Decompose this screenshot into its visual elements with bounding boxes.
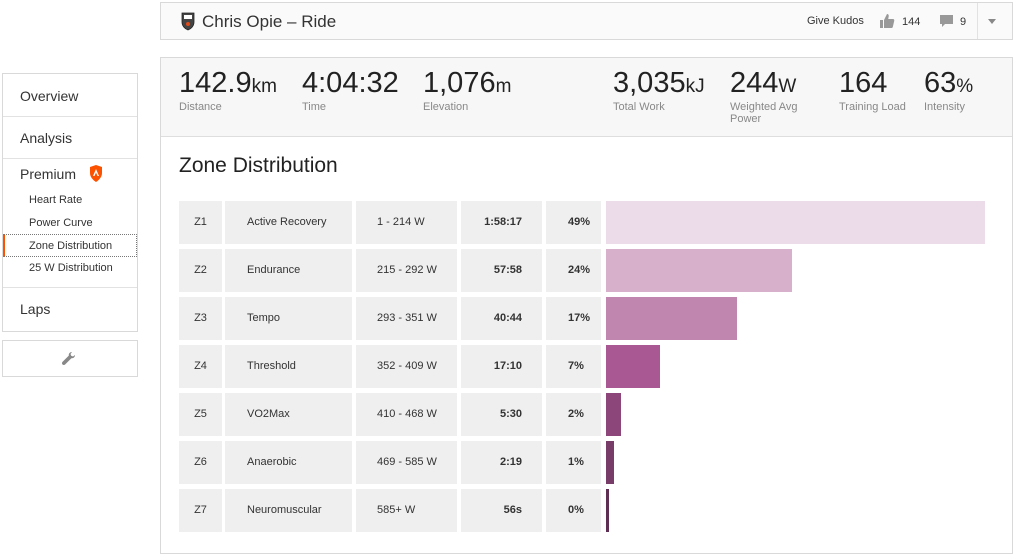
zone-power-range: 410 - 468 W [356,393,457,436]
stat-training-load: 164 Training Load [839,67,906,113]
zone-time: 2:19 [461,441,542,484]
zone-name: Threshold [225,345,352,388]
intensity-label: Intensity [924,101,965,113]
elevation-label: Elevation [423,101,469,113]
zone-bar [606,393,621,436]
stat-intensity: 63% Intensity [924,67,973,113]
zone-name: VO2Max [225,393,352,436]
chevron-down-icon[interactable] [987,16,997,26]
elevation-value: 1,076 [423,67,496,99]
zone-bar [606,249,792,292]
time-label: Time [302,101,327,113]
elevation-unit: m [495,76,512,97]
zone-time: 17:10 [461,345,542,388]
zone-percent: 7% [546,345,601,388]
zone-percent: 2% [546,393,601,436]
sidebar-subitem-heart-rate[interactable]: Heart Rate [29,194,83,206]
zone-time: 5:30 [461,393,542,436]
zone-id: Z2 [179,249,222,292]
stat-total-work: 3,035kJ Total Work [613,67,705,113]
sidebar-divider [3,287,137,288]
zone-power-range: 293 - 351 W [356,297,457,340]
pro-badge-icon [181,12,195,31]
zone-id: Z4 [179,345,222,388]
zone-id: Z1 [179,201,222,244]
zone-id: Z3 [179,297,222,340]
zone-power-range: 215 - 292 W [356,249,457,292]
sidebar-subitem-power-curve[interactable]: Power Curve [29,217,93,229]
time-value: 4:04:32 [302,67,399,99]
thumbs-up-icon[interactable] [879,13,895,29]
stat-distance: 142.9km Distance [179,67,277,113]
sidebar-item-premium[interactable]: Premium [20,166,77,182]
distance-label: Distance [179,101,222,113]
comment-count[interactable]: 9 [960,16,967,28]
zone-percent: 0% [546,489,601,532]
wrench-icon[interactable] [61,351,77,367]
distance-value: 142.9 [179,67,252,99]
comment-icon[interactable] [939,14,954,28]
activity-title: Chris Opie – Ride [202,12,337,31]
sidebar-divider [3,116,137,117]
stats-bar: 142.9km Distance 4:04:32 Time 1,076m Ele… [161,58,1012,137]
zone-percent: 1% [546,441,601,484]
work-value: 3,035 [613,67,686,99]
zone-power-range: 352 - 409 W [356,345,457,388]
power-value: 244 [730,67,779,99]
zone-percent: 24% [546,249,601,292]
stat-weighted-avg-power: 244W Weighted Avg Power [730,67,830,125]
sidebar-subitem-zone-distribution[interactable]: Zone Distribution [3,234,137,257]
intensity-unit: % [956,76,974,97]
sidebar-nav: Overview Analysis Premium Heart Rate Pow… [2,73,138,332]
zone-power-range: 469 - 585 W [356,441,457,484]
sidebar-divider [3,158,137,159]
load-value: 164 [839,67,888,99]
zone-percent: 17% [546,297,601,340]
zone-time: 57:58 [461,249,542,292]
stat-elevation: 1,076m Elevation [423,67,511,113]
distance-unit: km [251,76,277,97]
zone-power-range: 1 - 214 W [356,201,457,244]
zone-bar [606,297,737,340]
power-unit: W [778,76,797,97]
zone-bar [606,201,985,244]
work-unit: kJ [685,76,705,97]
zone-distribution-title: Zone Distribution [179,154,338,177]
zone-name: Neuromuscular [225,489,352,532]
sidebar-tools[interactable] [2,340,138,377]
load-label: Training Load [839,101,906,113]
power-label: Weighted Avg Power [730,101,798,125]
zone-bar [606,441,614,484]
zone-time: 40:44 [461,297,542,340]
zone-time: 56s [461,489,542,532]
zone-name: Anaerobic [225,441,352,484]
zone-id: Z5 [179,393,222,436]
zone-power-range: 585+ W [356,489,457,532]
zone-id: Z6 [179,441,222,484]
sidebar-item-laps[interactable]: Laps [20,301,51,317]
zone-name: Tempo [225,297,352,340]
header-divider [977,3,978,39]
intensity-value: 63 [924,67,957,99]
zone-percent: 49% [546,201,601,244]
sidebar-item-analysis[interactable]: Analysis [20,130,73,146]
activity-header: Chris Opie – Ride Give Kudos 144 9 [160,2,1013,40]
main-panel: 142.9km Distance 4:04:32 Time 1,076m Ele… [160,57,1013,554]
stat-time: 4:04:32 Time [302,67,399,113]
zone-bar [606,489,609,532]
zone-time: 1:58:17 [461,201,542,244]
zone-name: Endurance [225,249,352,292]
premium-shield-icon [90,165,102,182]
kudos-count[interactable]: 144 [902,16,921,28]
work-label: Total Work [613,101,665,113]
zone-bar [606,345,660,388]
zone-id: Z7 [179,489,222,532]
zone-name: Active Recovery [225,201,352,244]
give-kudos-button[interactable]: Give Kudos [807,15,864,27]
sidebar-item-overview[interactable]: Overview [20,88,79,104]
sidebar-subitem-25w-distribution[interactable]: 25 W Distribution [29,262,113,274]
